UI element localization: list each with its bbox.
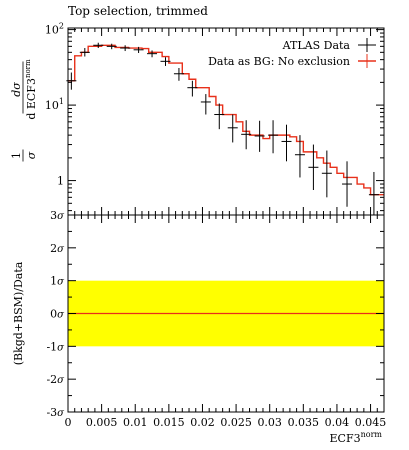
data-point [106,43,117,50]
legend-label: ATLAS Data [282,39,351,52]
data-point [342,161,353,207]
data-point [120,45,131,52]
x-tick-label: 0.01 [123,416,148,429]
data-point [93,42,104,49]
y-tick-label: -3σ [46,406,65,419]
data-point [200,94,211,115]
data-point [294,135,305,178]
y-tick-label: 1 [57,175,64,188]
y-tick-label: 101 [45,97,64,112]
y-tick-label: 1σ [50,275,65,288]
y-label-prefix-den: σ [25,151,38,159]
data-point [241,120,252,150]
data-point [147,50,158,58]
legend-label: Data as BG: No exclusion [208,55,350,68]
x-axis-label: ECF3norm [330,430,383,445]
y-tick-label: 0σ [50,308,65,321]
main-y-axis-label: dσ d ECF3norm 1 σ [10,59,38,162]
x-tick-label: 0.005 [86,416,118,429]
data-point [173,67,184,81]
y-label-denominator: d ECF3norm [24,59,38,120]
ratio-y-axis-label: (Bkgd+BSM)/Data [12,261,25,365]
y-label-prefix-num: 1 [10,152,23,159]
data-point [308,144,319,191]
data-point [187,80,198,97]
y-tick-label: 2σ [50,242,65,255]
y-label-numerator: dσ [10,82,23,97]
x-tick-label: 0.03 [257,416,282,429]
x-tick-label: 0.015 [153,416,185,429]
ratio-plot-panel: 3σ 2σ 1σ 0σ -1σ -2σ -3σ0 0.005 0.01 0.015 0.02 0.02… [46,209,386,429]
main-plot-panel: 102 101 1 [45,22,385,216]
histogram-data-as-bg [68,44,384,196]
data-point [214,103,225,130]
legend-item: ATLAS Data [282,38,376,52]
data-point [368,171,379,215]
y-tick-label: 3σ [50,209,65,222]
data-point [281,124,292,162]
y-tick-label: -2σ [46,373,65,386]
data-point [160,57,171,66]
chart-title: Top selection, trimmed [68,4,208,18]
ratio-y-label-text: (Bkgd+BSM)/Data [12,261,25,365]
x-tick-label: 0 [65,416,72,429]
y-tick-label: -1σ [46,340,65,353]
data-point [133,46,144,53]
y-tick-label: 102 [45,22,64,37]
data-point [268,120,279,154]
x-tick-label: 0.025 [220,416,252,429]
x-tick-label: 0.035 [288,416,320,429]
x-tick-label: 0.045 [355,416,387,429]
data-point [254,120,265,152]
data-point [321,150,332,198]
legend-item: Data as BG: No exclusion [208,54,376,68]
x-tick-label: 0.02 [190,416,215,429]
data-point [79,48,90,57]
data-point [227,114,238,143]
legend: ATLAS Data Data as BG: No exclusion [208,38,376,68]
x-tick-label: 0.04 [325,416,350,429]
